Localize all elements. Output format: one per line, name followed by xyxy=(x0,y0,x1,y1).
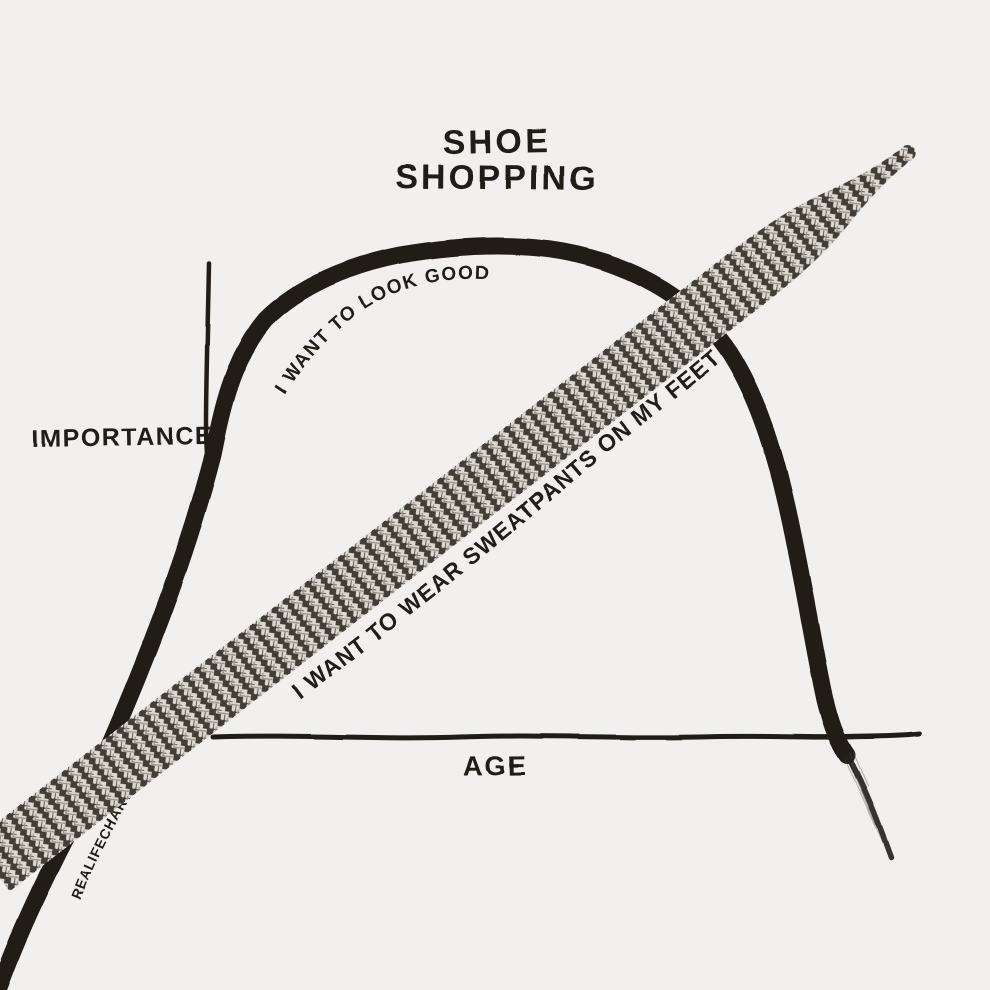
svg-text:SHOPPING: SHOPPING xyxy=(395,158,599,198)
svg-text:AGE: AGE xyxy=(463,750,528,781)
svg-text:SHOE: SHOE xyxy=(442,122,551,162)
svg-text:IMPORTANCE: IMPORTANCE xyxy=(32,422,214,453)
